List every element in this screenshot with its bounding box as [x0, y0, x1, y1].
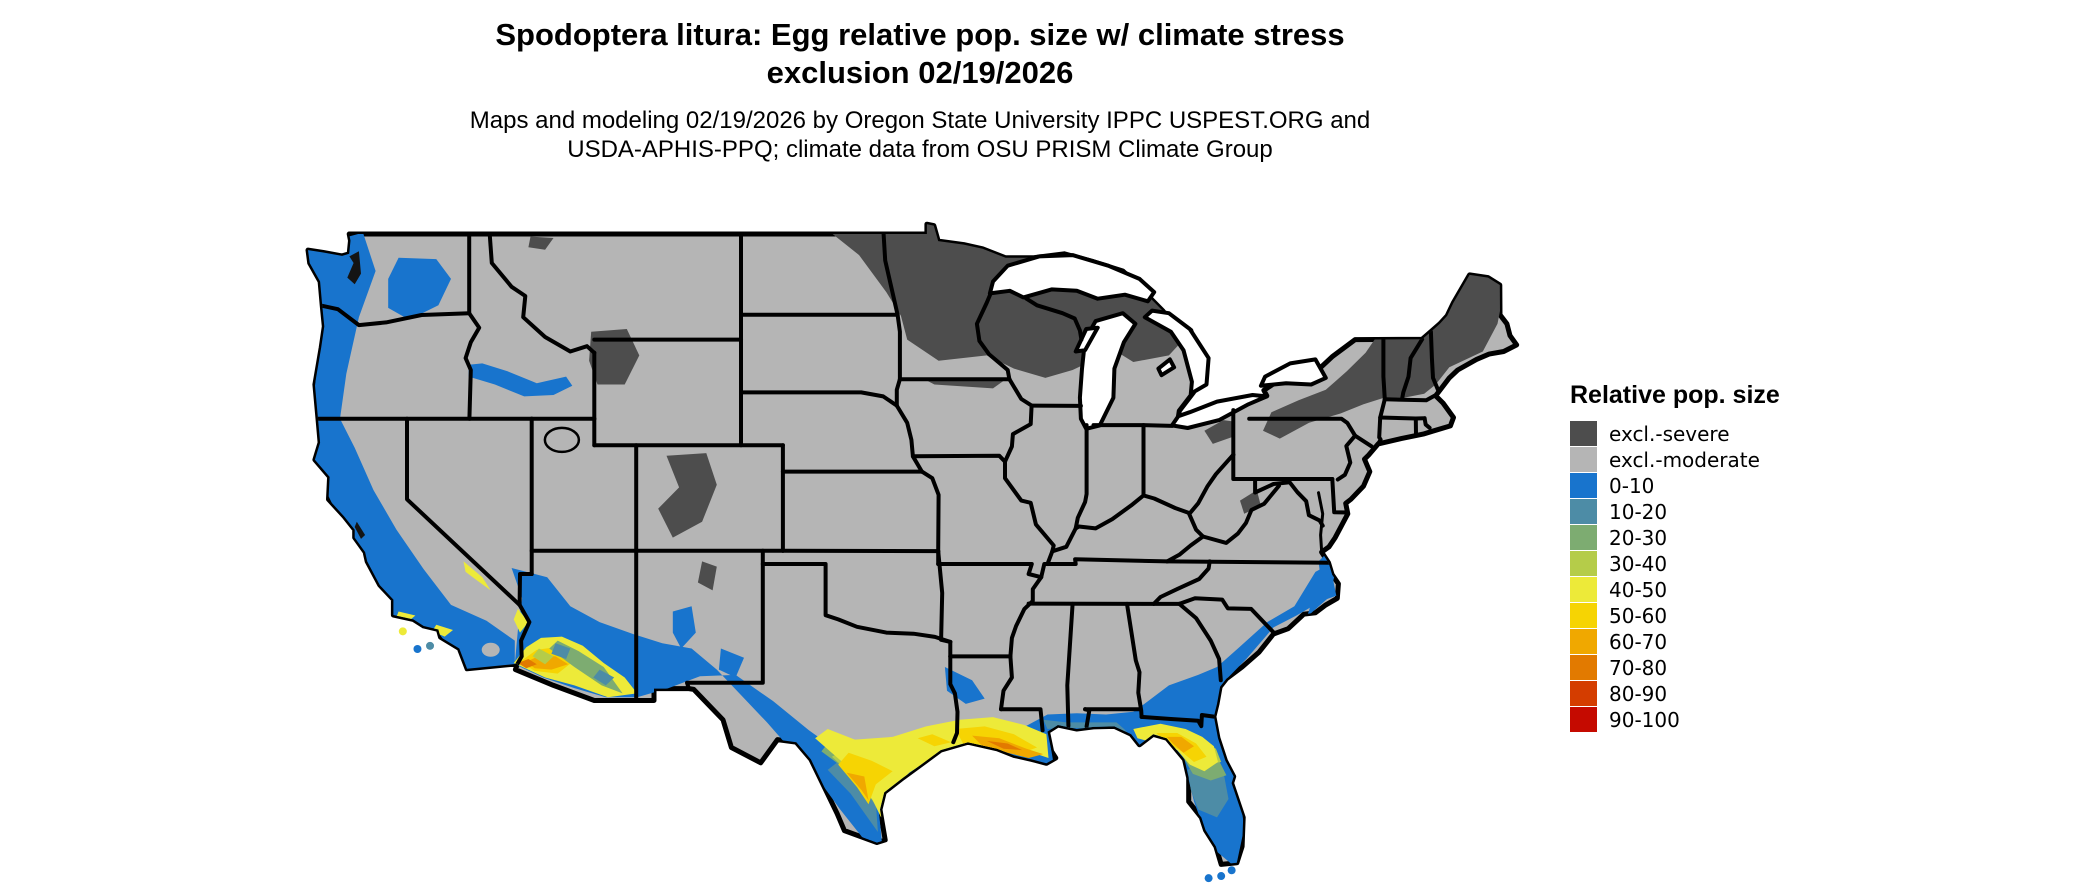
legend-label: 80-90: [1609, 681, 1668, 706]
legend-label: 30-40: [1609, 551, 1668, 576]
legend-item: excl.-moderate: [1570, 447, 1780, 472]
legend-item: 80-90: [1570, 681, 1780, 706]
us-map: [305, 221, 1520, 883]
legend-swatch: [1570, 525, 1597, 550]
legend-label: 70-80: [1609, 655, 1668, 680]
legend-item: 40-50: [1570, 577, 1780, 602]
map-title-line2: exclusion 02/19/2026: [766, 55, 1074, 90]
lakes-layer: [543, 253, 1328, 454]
legend-label: excl.-severe: [1609, 421, 1730, 446]
island-dot: [1217, 872, 1226, 881]
legend-swatch: [1570, 421, 1597, 446]
island-dot: [398, 627, 407, 636]
legend-items: excl.-severe excl.-moderate 0-10 10-20 20-30…: [1570, 421, 1780, 732]
legend-item: excl.-severe: [1570, 421, 1780, 446]
legend-item: 0-10: [1570, 473, 1780, 498]
legend-item: 60-70: [1570, 629, 1780, 654]
legend-swatch: [1570, 629, 1597, 654]
island-dots-layer: [398, 627, 1236, 883]
island-dot: [1204, 874, 1213, 883]
map-subtitle: Maps and modeling 02/19/2026 by Oregon S…: [0, 106, 1840, 164]
legend-item: 10-20: [1570, 499, 1780, 524]
legend-swatch: [1570, 473, 1597, 498]
legend-label: 0-10: [1609, 473, 1655, 498]
island-dot: [426, 641, 435, 650]
legend: Relative pop. size excl.-severe excl.-mod…: [1570, 381, 1780, 733]
legend-label: 60-70: [1609, 629, 1668, 654]
legend-swatch: [1570, 447, 1597, 472]
legend-swatch: [1570, 681, 1597, 706]
legend-label: 40-50: [1609, 577, 1668, 602]
map-header: Spodoptera litura: Egg relative pop. siz…: [0, 16, 1840, 164]
legend-item: 50-60: [1570, 603, 1780, 628]
map-title-line1: Spodoptera litura: Egg relative pop. siz…: [495, 17, 1345, 52]
legend-swatch: [1570, 577, 1597, 602]
legend-item: 20-30: [1570, 525, 1780, 550]
legend-item: 30-40: [1570, 551, 1780, 576]
state-borders-layer: [316, 232, 1441, 745]
legend-swatch: [1570, 551, 1597, 576]
island-dot: [1227, 866, 1236, 875]
legend-swatch: [1570, 603, 1597, 628]
legend-label: 50-60: [1609, 603, 1668, 628]
legend-label: 20-30: [1609, 525, 1668, 550]
island-dot: [413, 645, 422, 654]
legend-swatch: [1570, 499, 1597, 524]
legend-label: 90-100: [1609, 707, 1680, 732]
legend-swatch: [1570, 707, 1597, 732]
map-subtitle-line1: Maps and modeling 02/19/2026 by Oregon S…: [469, 107, 1371, 134]
legend-item: 90-100: [1570, 707, 1780, 732]
legend-item: 70-80: [1570, 655, 1780, 680]
map-subtitle-line2: USDA-APHIS-PPQ; climate data from OSU PR…: [567, 136, 1273, 163]
legend-label: excl.-moderate: [1609, 447, 1760, 472]
legend-title: Relative pop. size: [1570, 381, 1780, 409]
legend-swatch: [1570, 655, 1597, 680]
legend-label: 10-20: [1609, 499, 1668, 524]
